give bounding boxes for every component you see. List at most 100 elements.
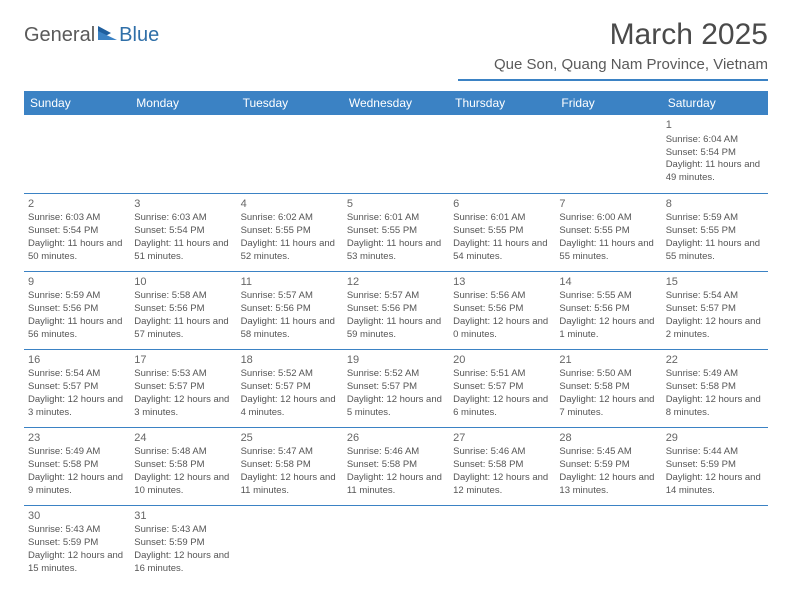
daylight-line: Daylight: 11 hours and 51 minutes. xyxy=(134,238,232,264)
daylight-line: Daylight: 11 hours and 49 minutes. xyxy=(666,159,764,185)
sunrise-line: Sunrise: 5:47 AM xyxy=(241,446,339,459)
day-cell: 22Sunrise: 5:49 AMSunset: 5:58 PMDayligh… xyxy=(662,349,768,427)
daylight-line: Daylight: 12 hours and 2 minutes. xyxy=(666,316,764,342)
sunrise-line: Sunrise: 5:54 AM xyxy=(666,290,764,303)
day-cell: 25Sunrise: 5:47 AMSunset: 5:58 PMDayligh… xyxy=(237,427,343,505)
day-number: 2 xyxy=(28,197,126,212)
daylight-line: Daylight: 12 hours and 3 minutes. xyxy=(28,394,126,420)
day-number: 21 xyxy=(559,353,657,368)
sunrise-line: Sunrise: 5:43 AM xyxy=(28,524,126,537)
sunrise-line: Sunrise: 6:03 AM xyxy=(134,212,232,225)
daylight-line: Daylight: 12 hours and 8 minutes. xyxy=(666,394,764,420)
day-number: 29 xyxy=(666,431,764,446)
sunrise-line: Sunrise: 6:02 AM xyxy=(241,212,339,225)
daylight-line: Daylight: 11 hours and 57 minutes. xyxy=(134,316,232,342)
calendar-row: 16Sunrise: 5:54 AMSunset: 5:57 PMDayligh… xyxy=(24,349,768,427)
day-cell: 7Sunrise: 6:00 AMSunset: 5:55 PMDaylight… xyxy=(555,193,661,271)
sunrise-line: Sunrise: 5:48 AM xyxy=(134,446,232,459)
sunrise-line: Sunrise: 5:44 AM xyxy=(666,446,764,459)
sunset-line: Sunset: 5:56 PM xyxy=(241,303,339,316)
sunset-line: Sunset: 5:59 PM xyxy=(134,537,232,550)
sunset-line: Sunset: 5:57 PM xyxy=(347,381,445,394)
day-cell: 24Sunrise: 5:48 AMSunset: 5:58 PMDayligh… xyxy=(130,427,236,505)
calendar-table: SundayMondayTuesdayWednesdayThursdayFrid… xyxy=(24,91,768,583)
empty-cell xyxy=(449,115,555,193)
daylight-line: Daylight: 11 hours and 55 minutes. xyxy=(666,238,764,264)
sunrise-line: Sunrise: 5:45 AM xyxy=(559,446,657,459)
day-number: 10 xyxy=(134,275,232,290)
day-cell: 21Sunrise: 5:50 AMSunset: 5:58 PMDayligh… xyxy=(555,349,661,427)
daylight-line: Daylight: 12 hours and 13 minutes. xyxy=(559,472,657,498)
sunrise-line: Sunrise: 5:55 AM xyxy=(559,290,657,303)
daylight-line: Daylight: 11 hours and 55 minutes. xyxy=(559,238,657,264)
day-number: 22 xyxy=(666,353,764,368)
empty-cell xyxy=(449,505,555,583)
day-number: 1 xyxy=(666,118,764,133)
flag-icon xyxy=(97,24,119,47)
day-cell: 17Sunrise: 5:53 AMSunset: 5:57 PMDayligh… xyxy=(130,349,236,427)
calendar-row: 9Sunrise: 5:59 AMSunset: 5:56 PMDaylight… xyxy=(24,271,768,349)
sunset-line: Sunset: 5:54 PM xyxy=(28,225,126,238)
empty-cell xyxy=(343,505,449,583)
sunrise-line: Sunrise: 6:01 AM xyxy=(453,212,551,225)
sunset-line: Sunset: 5:59 PM xyxy=(666,459,764,472)
empty-cell xyxy=(343,115,449,193)
sunset-line: Sunset: 5:55 PM xyxy=(666,225,764,238)
daylight-line: Daylight: 11 hours and 59 minutes. xyxy=(347,316,445,342)
sunrise-line: Sunrise: 6:04 AM xyxy=(666,134,764,147)
day-cell: 8Sunrise: 5:59 AMSunset: 5:55 PMDaylight… xyxy=(662,193,768,271)
day-cell: 10Sunrise: 5:58 AMSunset: 5:56 PMDayligh… xyxy=(130,271,236,349)
calendar-head: SundayMondayTuesdayWednesdayThursdayFrid… xyxy=(24,91,768,115)
sunset-line: Sunset: 5:58 PM xyxy=(347,459,445,472)
sunset-line: Sunset: 5:56 PM xyxy=(559,303,657,316)
sunrise-line: Sunrise: 5:59 AM xyxy=(28,290,126,303)
sunset-line: Sunset: 5:54 PM xyxy=(134,225,232,238)
day-cell: 5Sunrise: 6:01 AMSunset: 5:55 PMDaylight… xyxy=(343,193,449,271)
sunrise-line: Sunrise: 5:53 AM xyxy=(134,368,232,381)
sunset-line: Sunset: 5:54 PM xyxy=(666,147,764,160)
logo: General Blue xyxy=(24,24,159,47)
daylight-line: Daylight: 12 hours and 16 minutes. xyxy=(134,550,232,576)
day-number: 26 xyxy=(347,431,445,446)
day-number: 6 xyxy=(453,197,551,212)
sunset-line: Sunset: 5:55 PM xyxy=(559,225,657,238)
daylight-line: Daylight: 12 hours and 6 minutes. xyxy=(453,394,551,420)
day-number: 28 xyxy=(559,431,657,446)
weekday-header: Wednesday xyxy=(343,91,449,115)
day-number: 3 xyxy=(134,197,232,212)
weekday-header: Thursday xyxy=(449,91,555,115)
day-number: 16 xyxy=(28,353,126,368)
weekday-header: Monday xyxy=(130,91,236,115)
daylight-line: Daylight: 12 hours and 11 minutes. xyxy=(347,472,445,498)
day-number: 11 xyxy=(241,275,339,290)
sunset-line: Sunset: 5:56 PM xyxy=(453,303,551,316)
sunset-line: Sunset: 5:57 PM xyxy=(134,381,232,394)
sunrise-line: Sunrise: 6:00 AM xyxy=(559,212,657,225)
month-title: March 2025 xyxy=(458,18,768,52)
sunset-line: Sunset: 5:59 PM xyxy=(28,537,126,550)
day-cell: 29Sunrise: 5:44 AMSunset: 5:59 PMDayligh… xyxy=(662,427,768,505)
calendar-body: 1Sunrise: 6:04 AMSunset: 5:54 PMDaylight… xyxy=(24,115,768,583)
day-cell: 3Sunrise: 6:03 AMSunset: 5:54 PMDaylight… xyxy=(130,193,236,271)
day-cell: 2Sunrise: 6:03 AMSunset: 5:54 PMDaylight… xyxy=(24,193,130,271)
day-number: 24 xyxy=(134,431,232,446)
day-number: 18 xyxy=(241,353,339,368)
day-cell: 9Sunrise: 5:59 AMSunset: 5:56 PMDaylight… xyxy=(24,271,130,349)
empty-cell xyxy=(555,115,661,193)
day-cell: 27Sunrise: 5:46 AMSunset: 5:58 PMDayligh… xyxy=(449,427,555,505)
day-cell: 13Sunrise: 5:56 AMSunset: 5:56 PMDayligh… xyxy=(449,271,555,349)
sunset-line: Sunset: 5:58 PM xyxy=(559,381,657,394)
daylight-line: Daylight: 12 hours and 0 minutes. xyxy=(453,316,551,342)
sunrise-line: Sunrise: 6:01 AM xyxy=(347,212,445,225)
sunset-line: Sunset: 5:58 PM xyxy=(241,459,339,472)
logo-text-blue: Blue xyxy=(119,24,159,47)
daylight-line: Daylight: 11 hours and 53 minutes. xyxy=(347,238,445,264)
sunrise-line: Sunrise: 5:43 AM xyxy=(134,524,232,537)
sunset-line: Sunset: 5:56 PM xyxy=(347,303,445,316)
empty-cell xyxy=(662,505,768,583)
sunset-line: Sunset: 5:58 PM xyxy=(666,381,764,394)
calendar-row: 23Sunrise: 5:49 AMSunset: 5:58 PMDayligh… xyxy=(24,427,768,505)
day-number: 12 xyxy=(347,275,445,290)
sunrise-line: Sunrise: 6:03 AM xyxy=(28,212,126,225)
daylight-line: Daylight: 12 hours and 4 minutes. xyxy=(241,394,339,420)
